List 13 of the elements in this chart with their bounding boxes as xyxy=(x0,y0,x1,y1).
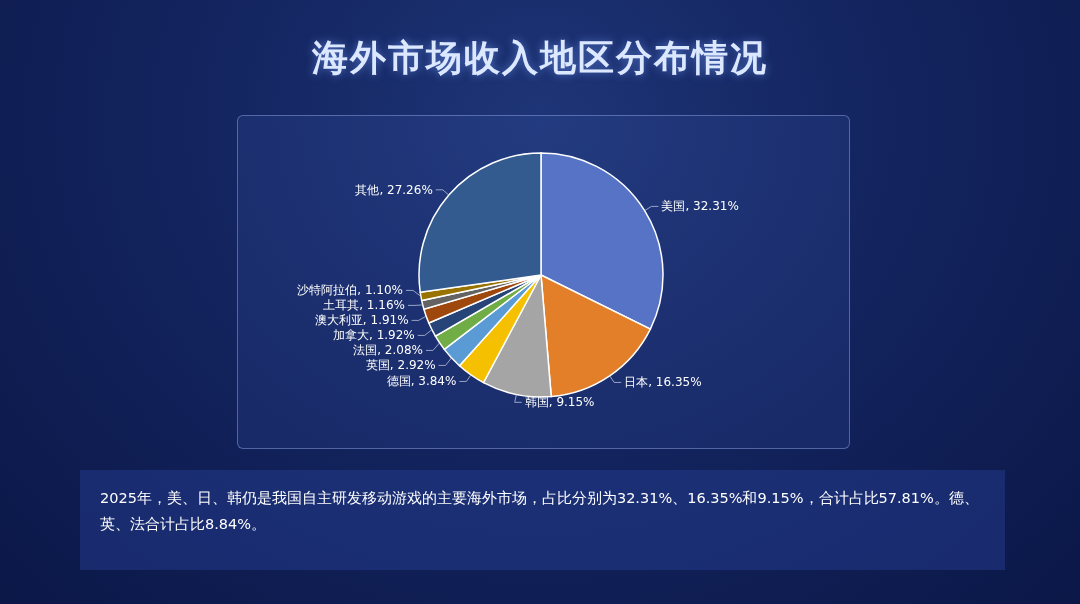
slice-label: 澳大利亚, 1.91% xyxy=(314,313,409,328)
slice-label: 韩国, 9.15% xyxy=(524,395,595,410)
slice-label: 法国, 2.08% xyxy=(353,343,423,358)
slice-label: 土耳其, 1.16% xyxy=(323,298,405,313)
slice-label: 加拿大, 1.92% xyxy=(333,328,415,343)
slice-label: 美国, 32.31% xyxy=(661,199,739,214)
slice-label: 其他, 27.26% xyxy=(355,182,433,197)
slice-label: 德国, 3.84% xyxy=(386,374,457,389)
slice-label: 英国, 2.92% xyxy=(365,358,436,373)
text: 2025年，美、日、韩仍是我国自主研发移动游戏的主要海外市场，占比分别为32.31%、16.35%和9.15%，合计占比57.81%。德、英、法合计占比8.84%。 xyxy=(100,489,980,534)
slice-label: 沙特阿拉伯, 1.10% xyxy=(297,283,404,298)
chart-title: 海外市场收入地区分布情况 xyxy=(311,36,769,80)
slice-label: 日本, 16.35% xyxy=(624,375,702,390)
